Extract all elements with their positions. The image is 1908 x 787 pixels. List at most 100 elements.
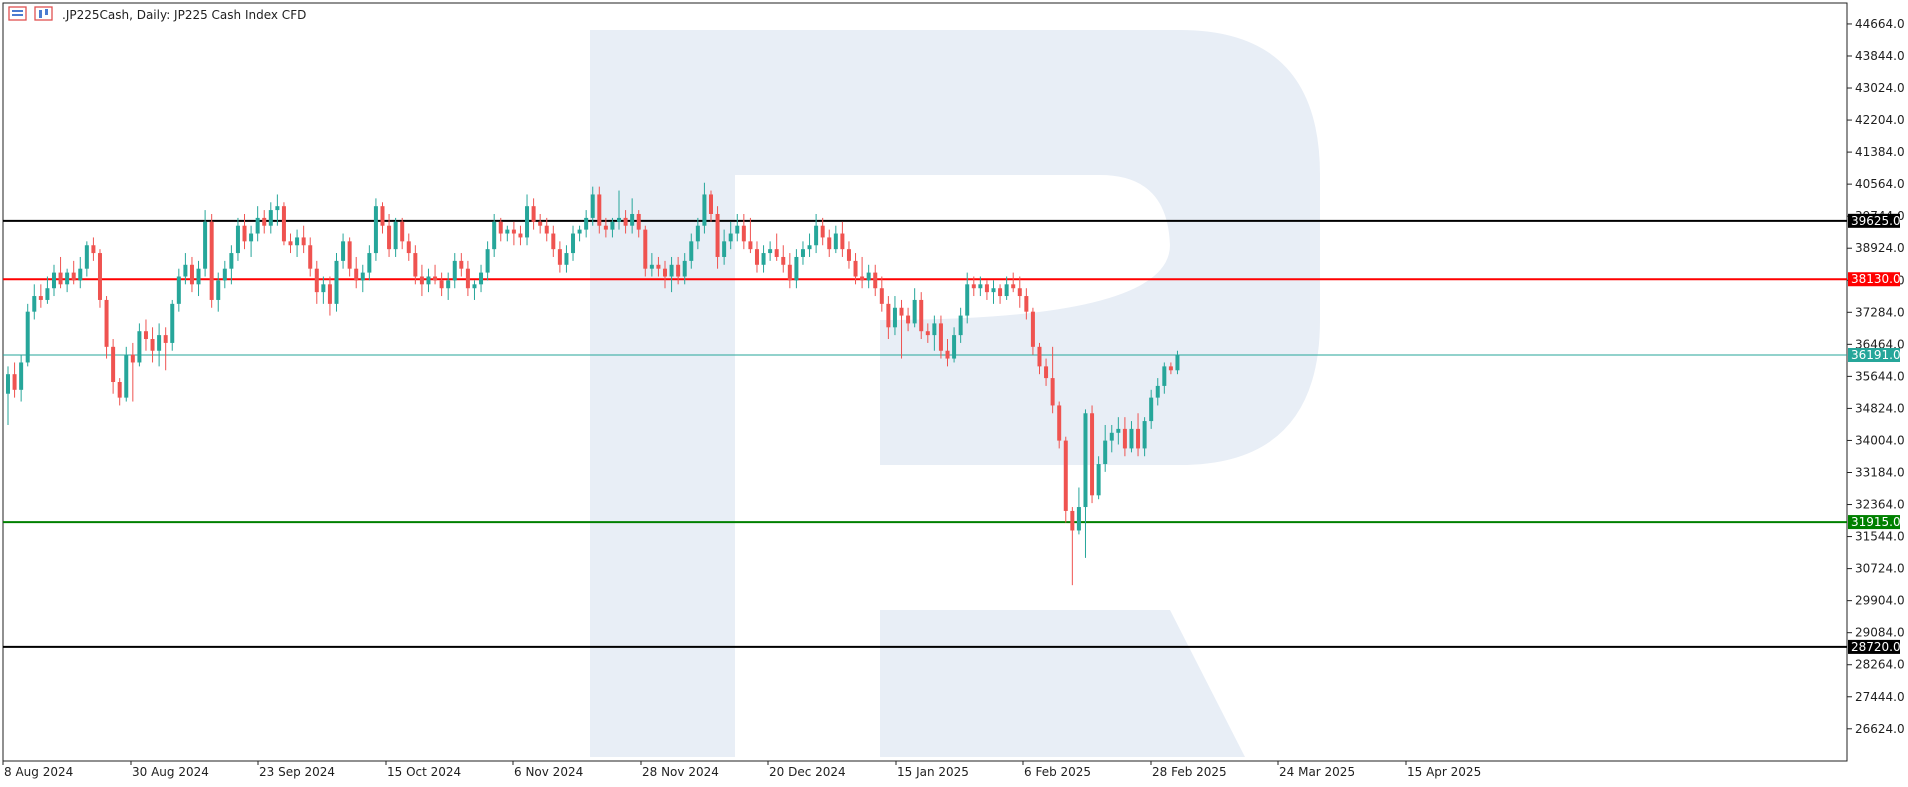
candle bbox=[741, 213, 746, 250]
candle-body bbox=[557, 249, 562, 265]
level-price-box bbox=[1848, 348, 1900, 363]
candle-body bbox=[643, 229, 648, 269]
candle bbox=[1076, 487, 1081, 535]
candle bbox=[124, 346, 129, 402]
time-tick-label: 6 Feb 2025 bbox=[1024, 765, 1091, 779]
candle-body bbox=[984, 284, 989, 293]
candle bbox=[387, 213, 392, 257]
candle bbox=[91, 237, 96, 261]
candle-body bbox=[1076, 507, 1081, 531]
candle-body bbox=[630, 213, 635, 226]
candle-body bbox=[479, 272, 484, 285]
candle bbox=[860, 256, 865, 289]
candle-body bbox=[163, 335, 168, 343]
candle bbox=[643, 225, 648, 277]
candle-body bbox=[866, 272, 871, 281]
candle-body bbox=[768, 249, 773, 254]
candle bbox=[459, 253, 464, 277]
candle-body bbox=[814, 225, 819, 246]
candle-body bbox=[663, 268, 667, 277]
candle bbox=[597, 186, 602, 234]
level-price-label: 28720.0 bbox=[1851, 640, 1901, 654]
candle bbox=[787, 253, 792, 289]
candle-body bbox=[958, 315, 963, 336]
candle-body bbox=[525, 206, 530, 238]
candle bbox=[846, 241, 851, 269]
candle-body bbox=[846, 249, 851, 261]
candle-body bbox=[938, 323, 943, 351]
candle bbox=[577, 225, 582, 242]
candle-body bbox=[262, 217, 267, 226]
candle bbox=[511, 221, 516, 246]
chart-type-icon[interactable] bbox=[34, 6, 53, 21]
candle-body bbox=[577, 229, 582, 234]
candle bbox=[295, 229, 300, 257]
candle-body bbox=[360, 272, 365, 281]
candle-body bbox=[708, 194, 713, 214]
candle-body bbox=[1037, 346, 1042, 367]
candle-body bbox=[754, 249, 759, 265]
candle-body bbox=[157, 335, 162, 351]
candle bbox=[130, 342, 135, 402]
candle-body bbox=[137, 331, 142, 363]
candle-body bbox=[787, 264, 792, 281]
candle-body bbox=[341, 241, 346, 261]
candle bbox=[715, 206, 720, 269]
candle bbox=[1044, 358, 1049, 386]
candle-body bbox=[649, 264, 654, 269]
chart-title: .JP225Cash, Daily: JP225 Cash Index CFD bbox=[62, 8, 306, 22]
candle bbox=[1004, 276, 1009, 300]
candle bbox=[406, 233, 411, 261]
candle-body bbox=[1004, 284, 1009, 297]
candle bbox=[557, 241, 562, 273]
price-axis[interactable]: 26624.0 27444.0 28264.0 29084.0 29904.0 30724… bbox=[1847, 17, 1905, 736]
candle-body bbox=[406, 241, 411, 254]
candle-body bbox=[1103, 440, 1108, 465]
candle-body bbox=[6, 374, 10, 394]
candle bbox=[906, 307, 911, 332]
candle bbox=[354, 256, 359, 289]
candle-body bbox=[617, 217, 622, 222]
candle-body bbox=[229, 253, 234, 269]
candle bbox=[814, 213, 819, 254]
candle-body bbox=[1142, 421, 1147, 449]
candle bbox=[656, 256, 661, 277]
candle bbox=[840, 221, 845, 257]
candle bbox=[590, 186, 595, 226]
chart-menu-icon[interactable] bbox=[8, 6, 27, 21]
level-price-label: 36191.0 bbox=[1851, 348, 1901, 362]
candle bbox=[321, 276, 326, 304]
candle-body bbox=[124, 354, 129, 398]
candle-body bbox=[912, 299, 917, 324]
price-tick-label: 34004.0 bbox=[1855, 433, 1905, 447]
time-axis[interactable]: 8 Aug 2024 30 Aug 2024 23 Sep 2024 15 Oct 2… bbox=[2, 761, 1481, 779]
level-price-box bbox=[1848, 213, 1900, 228]
candle bbox=[196, 260, 201, 297]
time-tick-label: 23 Sep 2024 bbox=[259, 765, 335, 779]
price-tick-label: 40564.0 bbox=[1855, 177, 1905, 191]
candle-body bbox=[840, 233, 845, 250]
candle bbox=[465, 260, 470, 297]
level-price-box bbox=[1848, 272, 1900, 287]
candle-body bbox=[235, 225, 240, 254]
candle bbox=[774, 233, 779, 261]
candle bbox=[1129, 421, 1134, 453]
candle-body bbox=[452, 260, 457, 281]
price-tick-label: 27444.0 bbox=[1855, 690, 1905, 704]
candle-body bbox=[104, 299, 109, 347]
candle-body bbox=[1011, 284, 1016, 289]
time-tick-label: 20 Dec 2024 bbox=[769, 765, 846, 779]
candle bbox=[1083, 409, 1088, 558]
candle bbox=[899, 299, 904, 359]
candle-body bbox=[472, 284, 477, 289]
candle bbox=[176, 268, 181, 312]
candle bbox=[249, 225, 254, 257]
candle bbox=[833, 225, 838, 254]
candle-body bbox=[564, 253, 569, 265]
candle bbox=[866, 264, 871, 289]
candle-body bbox=[275, 206, 280, 211]
price-tick-label: 37284.0 bbox=[1855, 305, 1905, 319]
candle-body bbox=[314, 268, 319, 293]
